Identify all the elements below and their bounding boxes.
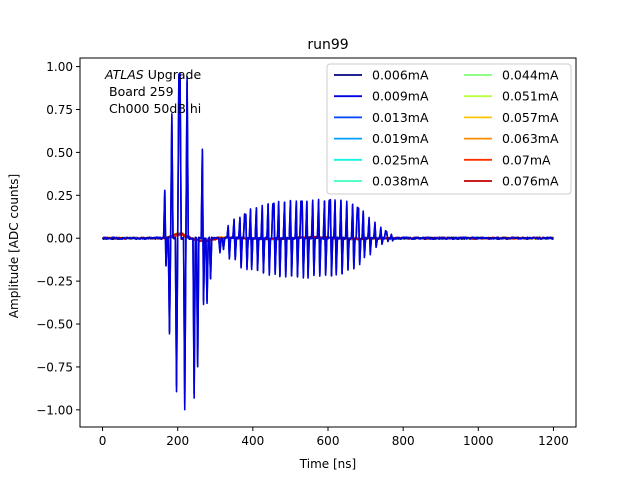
x-tick-label: 1200 (538, 434, 569, 448)
x-tick-label: 200 (166, 434, 189, 448)
y-tick-label: 0.75 (46, 103, 73, 117)
x-tick-label: 0 (99, 434, 107, 448)
x-tick-label: 800 (392, 434, 415, 448)
y-axis-ticks: −1.00 −0.75 −0.50 −0.25 0.00 0.25 0.50 0.75 1.00 (36, 60, 80, 417)
legend-entry: 0.019mA (334, 131, 429, 146)
legend-label: 0.063mA (502, 131, 559, 146)
y-tick-label: −0.25 (36, 275, 73, 289)
legend-label: 0.044mA (502, 68, 559, 83)
x-axis-label: Time [ns] (299, 457, 356, 471)
annotation-atlas: ATLAS (104, 67, 144, 82)
legend-entry: 0.063mA (464, 131, 559, 146)
annotation-upgrade: Upgrade (144, 67, 202, 82)
legend-label: 0.006mA (372, 68, 429, 83)
y-tick-label: 1.00 (46, 60, 73, 74)
legend-label: 0.025mA (372, 152, 429, 167)
legend-entry: 0.013mA (334, 110, 429, 125)
annotation-channel: Ch000 50dB hi (109, 101, 201, 116)
legend-label: 0.057mA (502, 110, 559, 125)
chart-title: run99 (307, 37, 348, 53)
legend-entry: 0.006mA (334, 68, 429, 83)
legend-label: 0.019mA (372, 131, 429, 146)
legend-entry: 0.025mA (334, 152, 429, 167)
y-tick-label: 0.00 (46, 232, 73, 246)
legend-label: 0.076mA (502, 174, 559, 189)
legend-label: 0.07mA (502, 152, 551, 167)
y-tick-label: 0.25 (46, 189, 73, 203)
svg-text:ATLAS Upgrade: ATLAS Upgrade (104, 67, 201, 82)
legend-label: 0.038mA (372, 174, 429, 189)
x-axis-ticks: 0 200 400 600 800 1000 1200 (99, 427, 569, 448)
series-layer (101, 72, 555, 411)
x-tick-label: 600 (317, 434, 340, 448)
legend-label: 0.009mA (372, 89, 429, 104)
y-tick-label: −0.75 (36, 360, 73, 374)
annotation-board: Board 259 (109, 84, 174, 99)
series-line-0.009mA (102, 72, 554, 411)
x-tick-label: 1000 (463, 434, 494, 448)
legend-box (326, 63, 572, 195)
x-tick-label: 400 (241, 434, 264, 448)
atlas-annotation: ATLAS Upgrade Board 259 Ch000 50dB hi (104, 67, 201, 116)
legend-entry: 0.07mA (464, 152, 551, 167)
legend-entry: 0.044mA (464, 68, 559, 83)
y-tick-label: −1.00 (36, 403, 73, 417)
legend-entry: 0.038mA (334, 174, 429, 189)
y-axis-label: Amplitude [ADC counts] (7, 174, 21, 318)
y-tick-label: −0.50 (36, 318, 73, 332)
legend: 0.006mA 0.009mA 0.013mA 0.019mA 0.025mA 0.038… (326, 63, 572, 195)
legend-entry: 0.057mA (464, 110, 559, 125)
legend-label: 0.013mA (372, 110, 429, 125)
y-tick-label: 0.50 (46, 146, 73, 160)
legend-entry: 0.076mA (464, 174, 559, 189)
legend-entry: 0.051mA (464, 89, 559, 104)
legend-entry: 0.009mA (334, 89, 429, 104)
legend-label: 0.051mA (502, 89, 559, 104)
